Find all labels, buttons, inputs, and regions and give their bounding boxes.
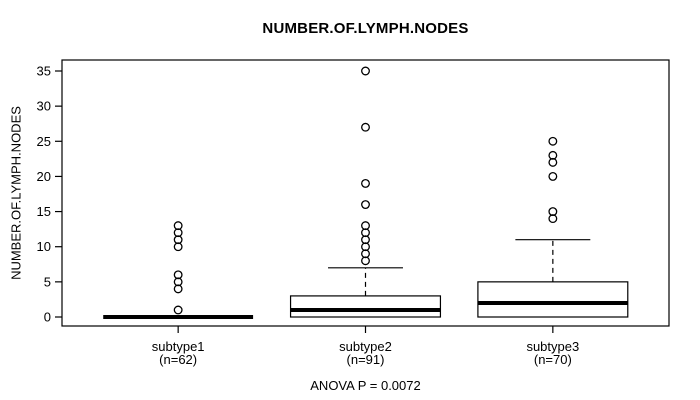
outlier-point bbox=[548, 207, 558, 217]
y-tick-label: 35 bbox=[37, 64, 51, 79]
outlier-point bbox=[173, 221, 183, 231]
y-tick-label: 25 bbox=[37, 134, 51, 149]
outlier-point bbox=[361, 122, 370, 132]
box bbox=[477, 281, 629, 318]
outlier-point bbox=[548, 136, 558, 146]
y-tick-label: 15 bbox=[37, 204, 51, 219]
outlier-point bbox=[361, 66, 370, 76]
box bbox=[289, 295, 442, 318]
outlier-point bbox=[361, 221, 370, 231]
outlier-point bbox=[361, 200, 370, 209]
group-sublabel: (n=91) bbox=[347, 352, 385, 367]
group-label: subtype3 bbox=[526, 339, 579, 354]
chart-title: NUMBER.OF.LYMPH.NODES bbox=[262, 20, 469, 37]
group-label: subtype2 bbox=[339, 339, 392, 354]
outlier-point bbox=[548, 150, 558, 160]
anova-annotation: ANOVA P = 0.0072 bbox=[310, 378, 421, 393]
outlier-point bbox=[548, 171, 558, 181]
outlier-point bbox=[173, 270, 183, 280]
group-sublabel: (n=70) bbox=[534, 352, 572, 367]
y-tick-label: 30 bbox=[37, 99, 51, 114]
y-tick-label: 10 bbox=[37, 239, 51, 254]
y-tick-label: 20 bbox=[37, 169, 51, 184]
y-tick-label: 0 bbox=[44, 310, 51, 325]
outlier-point bbox=[361, 179, 370, 188]
group-label: subtype1 bbox=[152, 339, 205, 354]
outlier-point bbox=[173, 305, 183, 315]
group-sublabel: (n=62) bbox=[159, 352, 197, 367]
y-tick-label: 5 bbox=[44, 274, 51, 289]
